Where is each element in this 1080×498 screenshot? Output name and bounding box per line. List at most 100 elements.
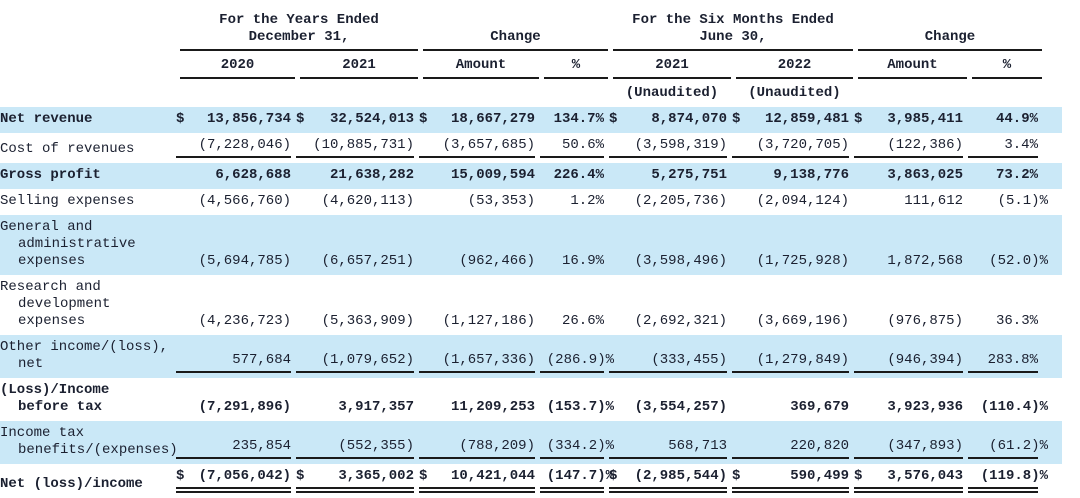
cell-change1-pct: (286.9)% xyxy=(540,352,614,373)
cell-fy2020: (4,566,760) xyxy=(176,193,291,210)
row-label-line: benefits/(expenses) xyxy=(18,442,178,458)
percent-sign: % xyxy=(595,111,604,127)
percent-sign: % xyxy=(595,253,604,269)
percent-sign: % xyxy=(1039,438,1048,454)
cell-change2-amount: (946,394) xyxy=(854,352,963,373)
cell-hy2022: (3,720,705) xyxy=(732,137,849,158)
cell-fy2020: (7,228,046) xyxy=(176,137,291,158)
cell-value: (4,236,723) xyxy=(198,313,291,329)
row-label-line: expenses xyxy=(18,253,86,269)
cell-hy2021: (3,598,496) xyxy=(609,253,727,270)
cell-value: (4,620,113) xyxy=(321,193,414,209)
row-label-line: Gross profit xyxy=(0,167,101,183)
dollar-sign: $ xyxy=(296,111,305,127)
dollar-sign: $ xyxy=(732,468,741,484)
cell-fy2020: 235,854 xyxy=(176,438,291,459)
cell-value: (3,669,196) xyxy=(756,313,849,329)
row-label: Selling expenses xyxy=(0,193,171,210)
cell-hy2021: $ (2,985,544) xyxy=(609,468,727,493)
col-header-hy2021: 2021 xyxy=(613,51,731,79)
cell-value: 3,985,411 xyxy=(887,111,963,127)
cell-hy2022: (2,094,124) xyxy=(732,193,849,210)
dollar-sign: $ xyxy=(609,468,618,484)
cell-change1-amount: (1,657,336) xyxy=(419,352,535,373)
cell-change1-amount: 15,009,594 xyxy=(419,167,535,184)
cell-value: 18,667,279 xyxy=(450,111,535,127)
cell-value: 3,863,025 xyxy=(887,167,963,183)
row-label: Net revenue xyxy=(0,111,171,128)
cell-change1-amount: (3,657,685) xyxy=(419,137,535,158)
dollar-sign: $ xyxy=(854,468,863,484)
cell-value: (1,279,849) xyxy=(756,352,849,368)
cell-value: (976,875) xyxy=(887,313,963,329)
percent-sign: % xyxy=(605,438,614,454)
cell-change2-pct: 73.2% xyxy=(968,167,1038,184)
cell-fy2021: (1,079,652) xyxy=(296,352,414,373)
cell-change2-pct: (52.0)% xyxy=(968,253,1048,270)
cell-value: 568,713 xyxy=(668,438,727,454)
cell-change1-pct: (147.7)% xyxy=(540,468,614,493)
cell-value: 590,499 xyxy=(790,468,849,484)
percent-sign: % xyxy=(1029,167,1038,183)
cell-value: (7,228,046) xyxy=(198,137,291,153)
percent-sign: % xyxy=(595,137,604,153)
cell-value: (1,079,652) xyxy=(321,352,414,368)
row-label: (Loss)/Income before tax xyxy=(0,382,171,416)
cell-value: (147.7) xyxy=(546,468,606,484)
cell-change2-amount: 1,872,568 xyxy=(854,253,963,270)
row-label: Research and development expenses xyxy=(0,279,171,330)
cell-change1-amount: (788,209) xyxy=(419,438,535,459)
cell-value: (962,466) xyxy=(459,253,535,269)
cell-value: (334.2) xyxy=(546,438,606,454)
dollar-sign: $ xyxy=(419,468,428,484)
cell-fy2020: 6,628,688 xyxy=(176,167,291,184)
cell-value: (552,355) xyxy=(338,438,414,454)
col-header-change2-pct: % xyxy=(972,51,1042,79)
cell-hy2022: 369,679 xyxy=(732,399,849,416)
col-header-change1-pct: % xyxy=(544,51,608,79)
cell-hy2021: (2,692,321) xyxy=(609,313,727,330)
cell-value: 283.8 xyxy=(987,352,1030,368)
cell-value: (3,554,257) xyxy=(634,399,727,415)
cell-change1-amount: (53,353) xyxy=(419,193,535,210)
table-row: (Loss)/Income before tax (7,291,896) 3,917,… xyxy=(0,378,1062,421)
cell-change2-pct: 44.9% xyxy=(968,111,1038,128)
cell-fy2020: (7,291,896) xyxy=(176,399,291,416)
cell-value: (1,127,186) xyxy=(442,313,535,329)
cell-hy2022: (1,279,849) xyxy=(732,352,849,373)
cell-change1-amount: $18,667,279 xyxy=(419,111,535,128)
col-group-title: Change xyxy=(924,29,976,45)
col-group-title: For the Six Months Ended June 30, xyxy=(632,12,834,45)
cell-change1-pct: 26.6% xyxy=(540,313,604,330)
percent-sign: % xyxy=(595,167,604,183)
cell-value: (4,566,760) xyxy=(198,193,291,209)
cell-value: (5.1) xyxy=(997,193,1040,209)
cell-value: (3,598,319) xyxy=(634,137,727,153)
cell-value: (333,455) xyxy=(651,352,727,368)
row-label-line: expenses xyxy=(18,313,86,329)
row-label-line: Income tax xyxy=(0,425,85,441)
dollar-sign: $ xyxy=(176,111,185,127)
cell-value: 226.4 xyxy=(553,167,596,183)
row-label: Income tax benefits/(expenses) xyxy=(0,425,178,459)
cell-value: 6,628,688 xyxy=(215,167,291,183)
cell-change1-amount: (1,127,186) xyxy=(419,313,535,330)
cell-value: (2,985,544) xyxy=(634,468,727,484)
cell-value: 9,138,776 xyxy=(773,167,849,183)
cell-change2-amount: 3,923,936 xyxy=(854,399,963,416)
cell-value: (153.7) xyxy=(546,399,606,415)
table-row: General and administrative expenses (5,694,… xyxy=(0,215,1062,275)
cell-change2-pct: (5.1)% xyxy=(968,193,1048,210)
percent-sign: % xyxy=(605,352,614,368)
cell-hy2022: 220,820 xyxy=(732,438,849,459)
cell-value: (10,885,731) xyxy=(313,137,414,153)
table-header-groups: For the Years Ended December 31, Change … xyxy=(0,6,1062,51)
cell-value: 13,856,734 xyxy=(206,111,291,127)
row-label-line: administrative xyxy=(18,236,136,252)
percent-sign: % xyxy=(1039,399,1048,415)
cell-fy2021: (5,363,909) xyxy=(296,313,414,330)
cell-value: (2,205,736) xyxy=(634,193,727,209)
cell-value: (5,363,909) xyxy=(321,313,414,329)
cell-value: 220,820 xyxy=(790,438,849,454)
